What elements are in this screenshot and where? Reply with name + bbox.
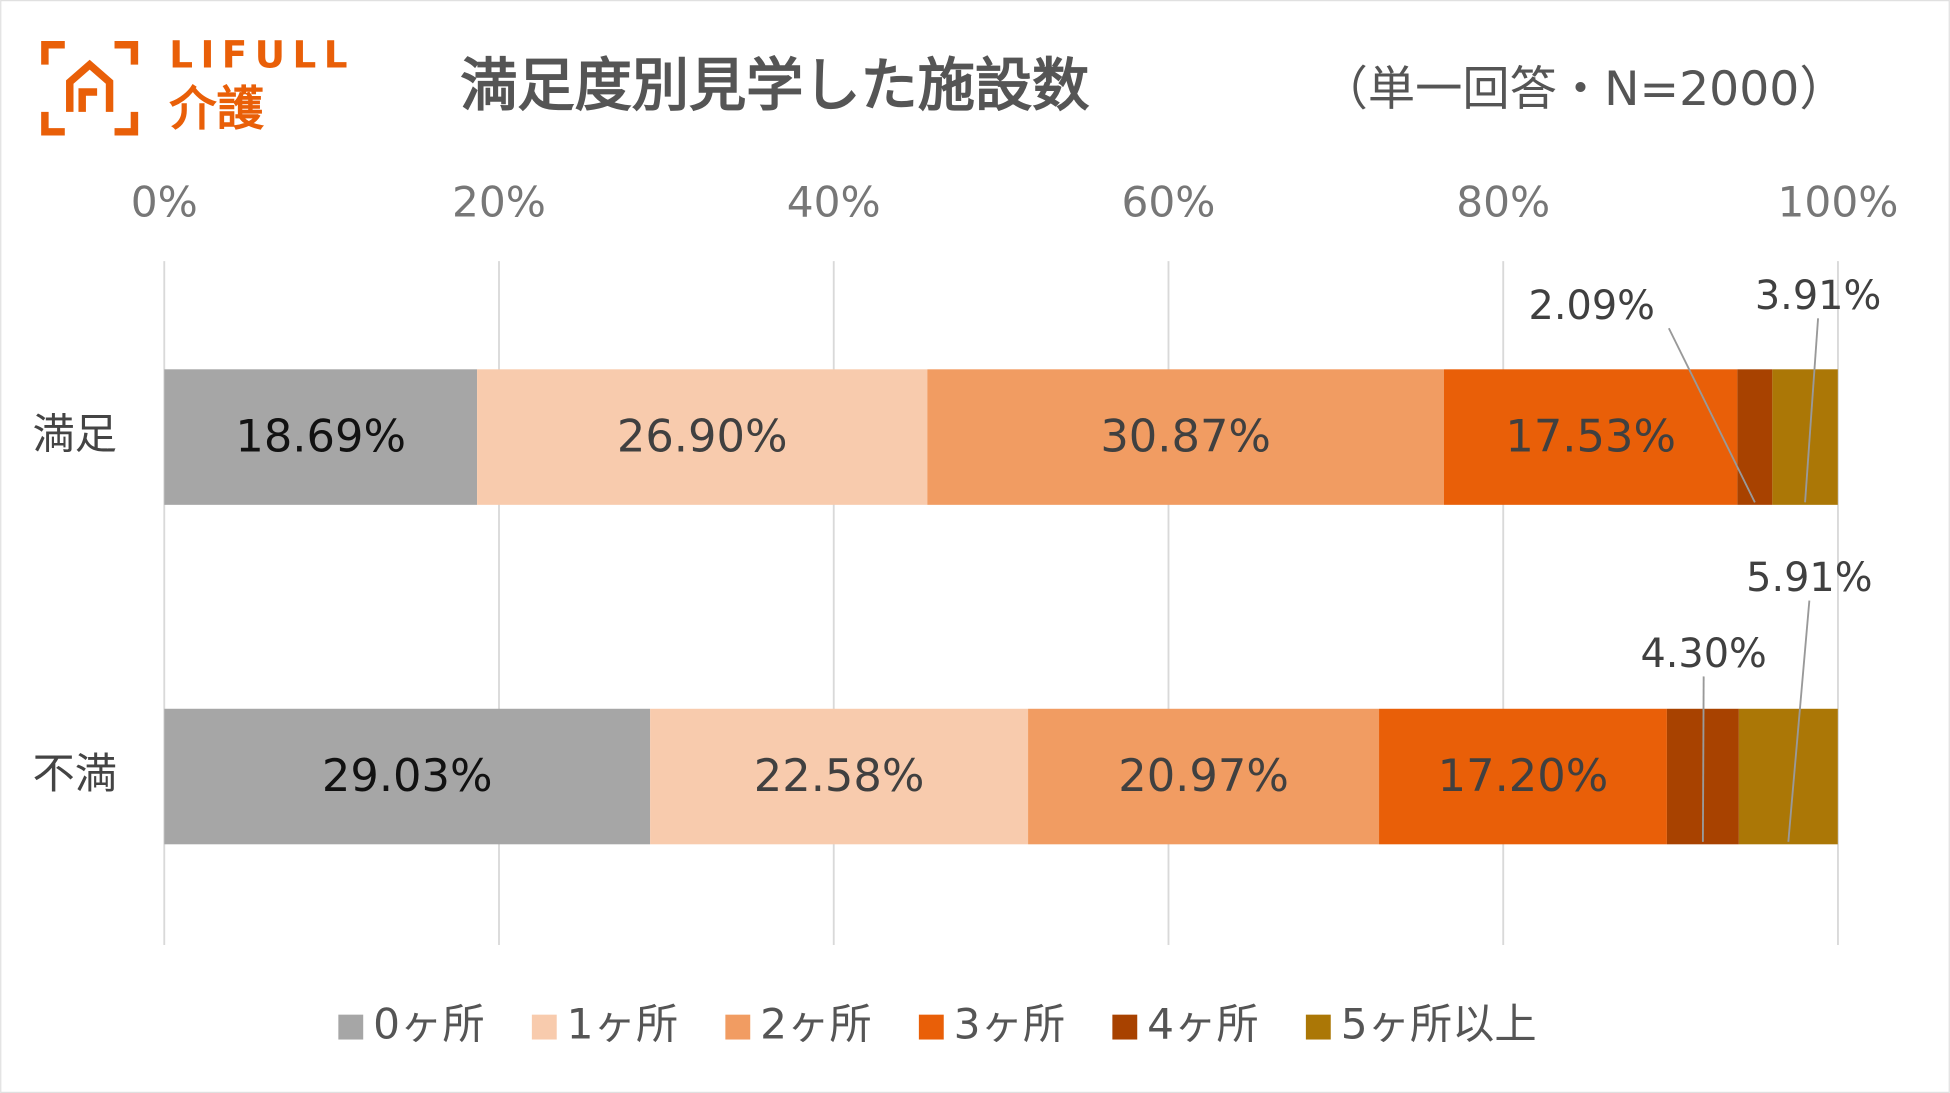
chart-title: 満足度別見学した施設数 — [460, 53, 1090, 119]
legend-label: 3ヶ所 — [954, 1000, 1065, 1049]
data-label: 22.58% — [754, 749, 925, 802]
legend-label: 5ヶ所以上 — [1341, 1000, 1537, 1049]
data-label: 17.20% — [1438, 749, 1609, 802]
chart-subtitle: （単一回答・N=2000） — [1321, 62, 1847, 117]
x-tick-label: 20% — [452, 178, 546, 227]
data-label: 29.03% — [322, 749, 493, 802]
data-label: 30.87% — [1100, 410, 1271, 463]
data-label: 2.09% — [1529, 283, 1655, 329]
data-label: 3.91% — [1755, 273, 1881, 319]
x-tick-label: 0% — [131, 178, 198, 227]
logo-brand: LIFULL — [169, 33, 355, 77]
leader-line — [1787, 600, 1811, 842]
bar-segment — [1028, 708, 1380, 845]
legend-label: 1ヶ所 — [567, 1000, 678, 1049]
y-tick-label: 不満 — [32, 749, 117, 798]
legend-swatch — [1112, 1014, 1138, 1040]
data-label: 4.30% — [1640, 631, 1766, 677]
bar-segment — [1772, 369, 1838, 505]
legend-label: 2ヶ所 — [760, 1000, 871, 1049]
data-label: 17.53% — [1505, 410, 1676, 463]
bar-segment — [164, 708, 651, 845]
bar-segment — [1737, 369, 1773, 505]
logo-icon — [41, 41, 139, 136]
legend-swatch — [338, 1014, 364, 1040]
legend-swatch — [531, 1014, 557, 1040]
leader-line — [1804, 318, 1819, 503]
leader-line — [1668, 327, 1756, 503]
x-tick-label: 40% — [787, 178, 881, 227]
legend-swatch — [1305, 1014, 1331, 1040]
legend-swatch — [918, 1014, 944, 1040]
legend-label: 4ヶ所 — [1147, 1000, 1258, 1049]
x-tick-label: 60% — [1122, 178, 1216, 227]
bar-segment — [477, 369, 928, 505]
data-label: 20.97% — [1118, 749, 1289, 802]
data-label: 18.69% — [235, 410, 406, 463]
x-tick-label: 100% — [1778, 178, 1899, 227]
x-tick-label: 80% — [1456, 178, 1550, 227]
bar-segment — [1443, 369, 1738, 505]
data-label: 5.91% — [1746, 555, 1872, 601]
y-tick-label: 満足 — [32, 410, 117, 459]
legend-swatch — [725, 1014, 751, 1040]
bar-segment — [164, 369, 478, 505]
bar-segment — [927, 369, 1444, 505]
bar-segment — [1738, 708, 1838, 845]
leader-line — [1701, 676, 1705, 842]
logo-service: 介護 — [169, 82, 264, 137]
legend-label: 0ヶ所 — [373, 1000, 484, 1049]
bar-segment — [1379, 708, 1667, 845]
bar-segment — [650, 708, 1029, 845]
data-label: 26.90% — [617, 410, 788, 463]
